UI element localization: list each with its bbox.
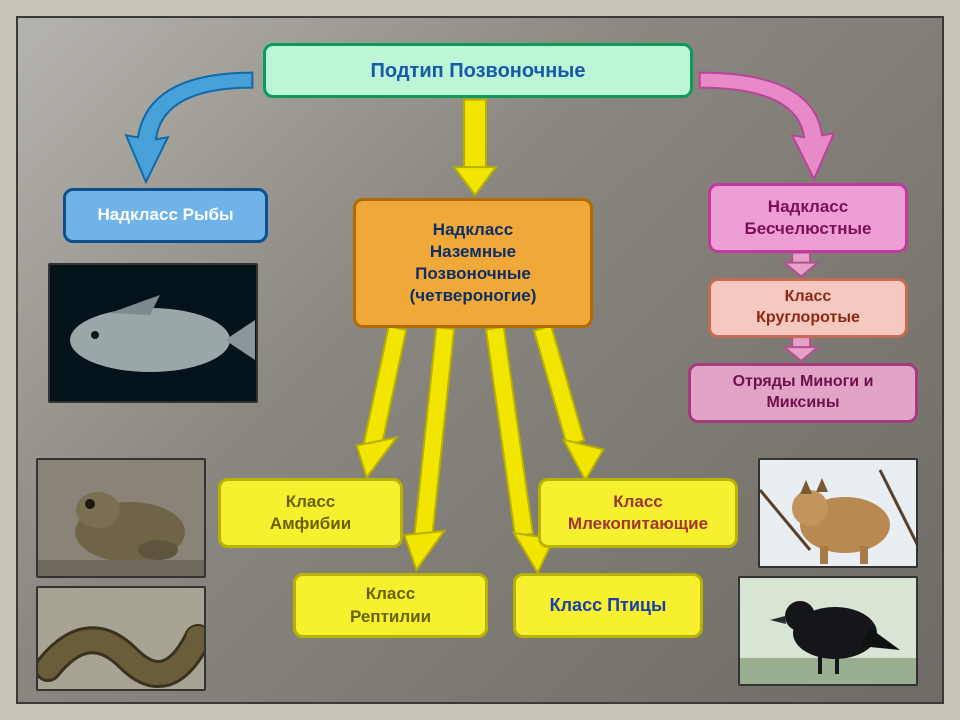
image-crow [738,576,918,686]
node-rept-label: Класс Рептилии [350,583,431,627]
arrow-cyclo-to-orders [784,337,818,361]
arrow-root-to-tetra [454,100,496,195]
node-fish-label: Надкласс Рыбы [98,204,234,226]
arrow-tetra-to-mammal [534,326,603,481]
node-jawless-label: Надкласс Бесчелюстные [745,196,872,240]
node-cyclo-label: Класс Круглоротые [756,287,860,329]
node-tetra: Надкласс Наземные Позвоночные (четвероно… [353,198,593,328]
node-mammal-label: Класс Млекопитающие [568,491,708,535]
diagram-canvas: Подтип Позвоночные Надкласс Рыбы Надклас… [16,16,944,704]
image-snake [36,586,206,691]
node-tetra-label: Надкласс Наземные Позвоночные (четвероно… [410,219,537,307]
node-bird: Класс Птицы [513,573,703,638]
node-bird-label: Класс Птицы [550,594,667,617]
node-fish: Надкласс Рыбы [63,188,268,243]
arrow-jawless-to-cyclo [784,253,818,277]
node-root: Подтип Позвоночные [263,43,693,98]
node-cyclo: Класс Круглоротые [708,278,908,338]
node-jawless: Надкласс Бесчелюстные [708,183,908,253]
curved-arrow-left [126,73,252,182]
node-orders: Отряды Миноги и Миксины [688,363,918,423]
image-lynx [758,458,918,568]
arrow-tetra-to-amph [357,326,407,477]
node-amph: Класс Амфибии [218,478,403,548]
node-mammal: Класс Млекопитающие [538,478,738,548]
node-orders-label: Отряды Миноги и Миксины [733,372,874,414]
curved-arrow-right [700,73,834,179]
outer-frame: Подтип Позвоночные Надкласс Рыбы Надклас… [0,0,960,720]
arrow-tetra-to-rept [404,327,454,570]
image-frog [36,458,206,578]
image-fish [48,263,258,403]
node-root-label: Подтип Позвоночные [371,58,586,84]
node-amph-label: Класс Амфибии [270,491,351,535]
node-rept: Класс Рептилии [293,573,488,638]
